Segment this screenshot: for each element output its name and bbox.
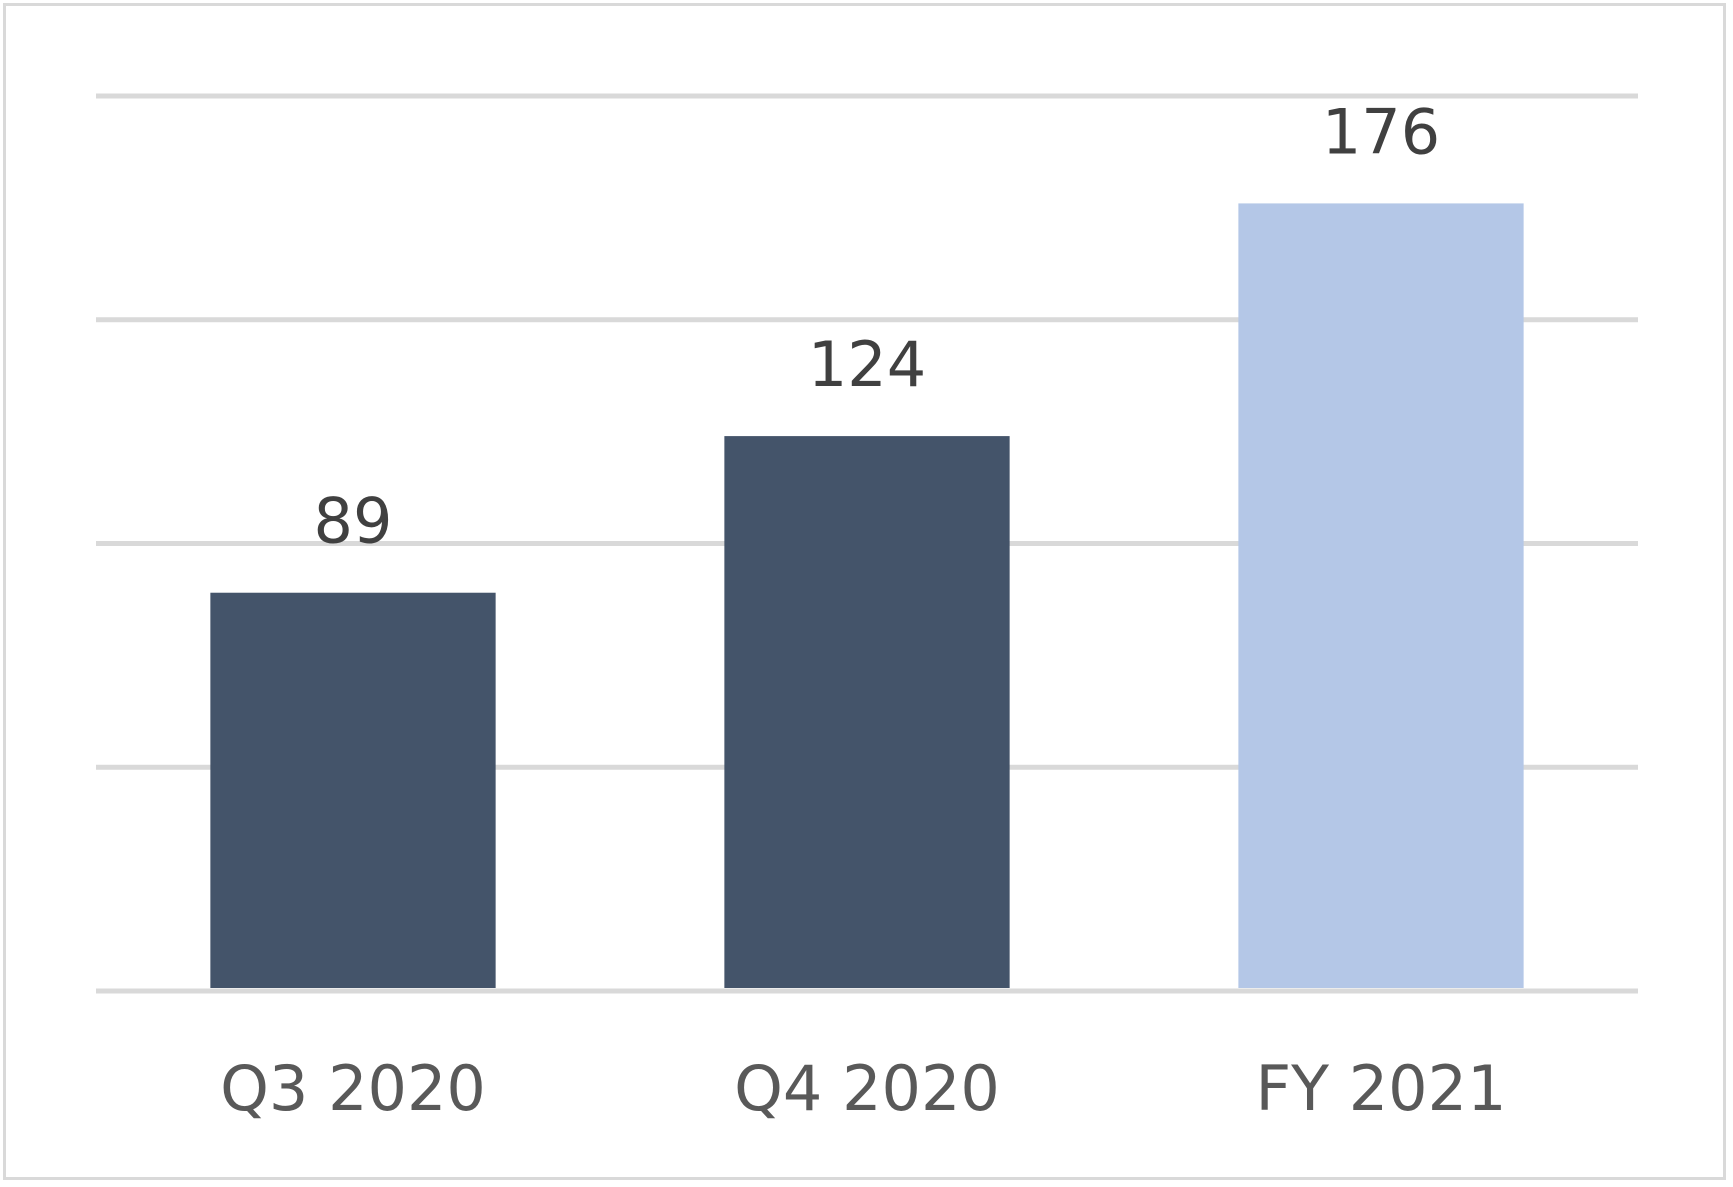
x-tick-label: FY 2021 (1255, 1052, 1506, 1125)
data-label: 124 (808, 328, 926, 401)
bar-q4-2020 (724, 436, 1010, 989)
x-tick-labels: Q3 2020 Q4 2020 FY 2021 (220, 1052, 1506, 1125)
bars (210, 203, 1524, 989)
data-label: 89 (314, 485, 393, 558)
bar-fy-2021 (1238, 203, 1524, 988)
data-label: 176 (1322, 95, 1440, 168)
data-labels: 89 124 176 (314, 95, 1441, 557)
bar-q3-2020 (210, 592, 496, 988)
x-tick-label: Q4 2020 (734, 1052, 1000, 1125)
x-tick-label: Q3 2020 (220, 1052, 486, 1125)
